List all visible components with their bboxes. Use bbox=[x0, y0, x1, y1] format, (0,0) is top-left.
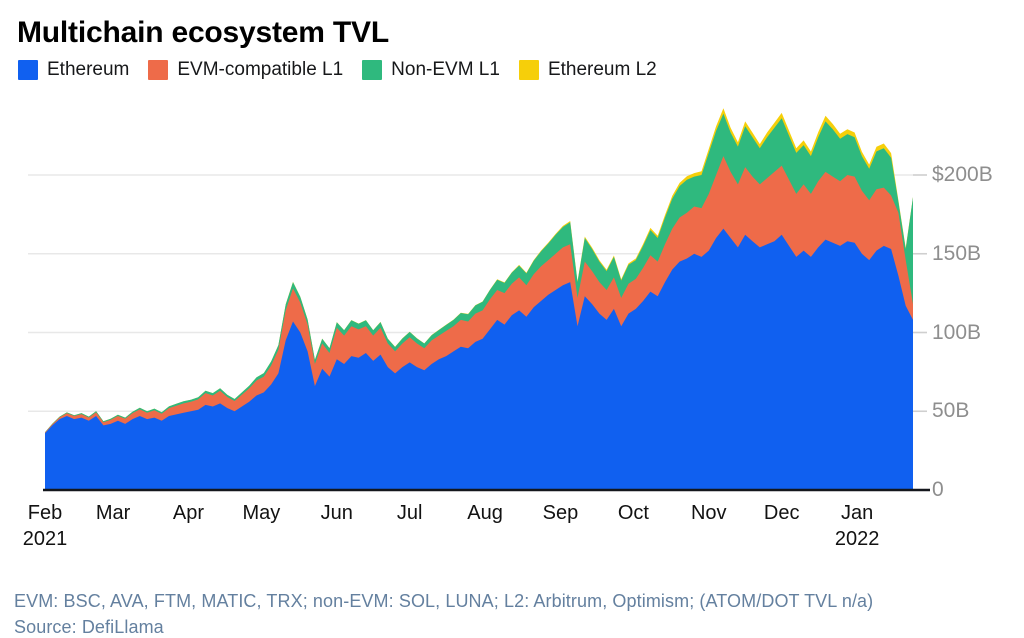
x-axis-label-aug: Aug bbox=[467, 502, 503, 524]
legend-swatch-icon bbox=[148, 60, 169, 80]
legend-item-non-evm-l1: Non-EVM L1 bbox=[362, 59, 500, 81]
legend-label: Ethereum L2 bbox=[547, 59, 657, 80]
legend-item-ethereum: Ethereum bbox=[18, 59, 129, 81]
x-axis-year-label-2021: 2021 bbox=[22, 528, 68, 550]
x-axis-label-dec: Dec bbox=[763, 502, 800, 524]
y-axis-label-50b: 50B bbox=[932, 399, 970, 423]
x-axis-label-oct: Oct bbox=[617, 502, 649, 524]
legend: Ethereum EVM-compatible L1 Non-EVM L1 Ether… bbox=[18, 59, 657, 81]
x-axis-label-apr: Apr bbox=[172, 502, 204, 524]
x-axis-label-nov: Nov bbox=[690, 502, 727, 524]
y-axis-label-200b: $200B bbox=[932, 163, 993, 186]
legend-label: Ethereum bbox=[47, 59, 130, 80]
x-axis-label-jun: Jun bbox=[320, 502, 353, 524]
x-axis-year-label-2022: 2022 bbox=[834, 528, 880, 550]
x-axis-label-mar: Mar bbox=[95, 502, 131, 524]
y-axis-label-0: 0 bbox=[932, 478, 944, 501]
x-axis-label-feb: Feb bbox=[27, 502, 63, 524]
y-axis-label-100b: 100B bbox=[932, 320, 982, 344]
y-axis-label-150b: 150B bbox=[932, 241, 982, 265]
legend-swatch-icon bbox=[18, 60, 38, 80]
x-axis-label-sep: Sep bbox=[542, 502, 579, 524]
x-axis-label-jul: Jul bbox=[396, 502, 423, 524]
x-axis-label-may: May bbox=[242, 502, 281, 524]
legend-swatch-icon bbox=[518, 60, 539, 80]
x-axis-label-jan: Jan bbox=[840, 502, 874, 524]
legend-item-evm-compatible-l1: EVM-compatible L1 bbox=[148, 59, 343, 81]
chart-footnote: EVM: BSC, AVA, FTM, MATIC, TRX; non-EVM:… bbox=[14, 591, 874, 611]
legend-label: EVM-compatible L1 bbox=[177, 59, 344, 80]
legend-item-ethereum-l2: Ethereum L2 bbox=[518, 59, 657, 81]
legend-swatch-icon bbox=[362, 60, 383, 80]
area-ethereum bbox=[45, 228, 913, 490]
chart-source: Source: DefiLlama bbox=[14, 617, 164, 637]
page-title: Multichain ecosystem TVL bbox=[17, 16, 389, 50]
legend-label: Non-EVM L1 bbox=[391, 59, 500, 80]
